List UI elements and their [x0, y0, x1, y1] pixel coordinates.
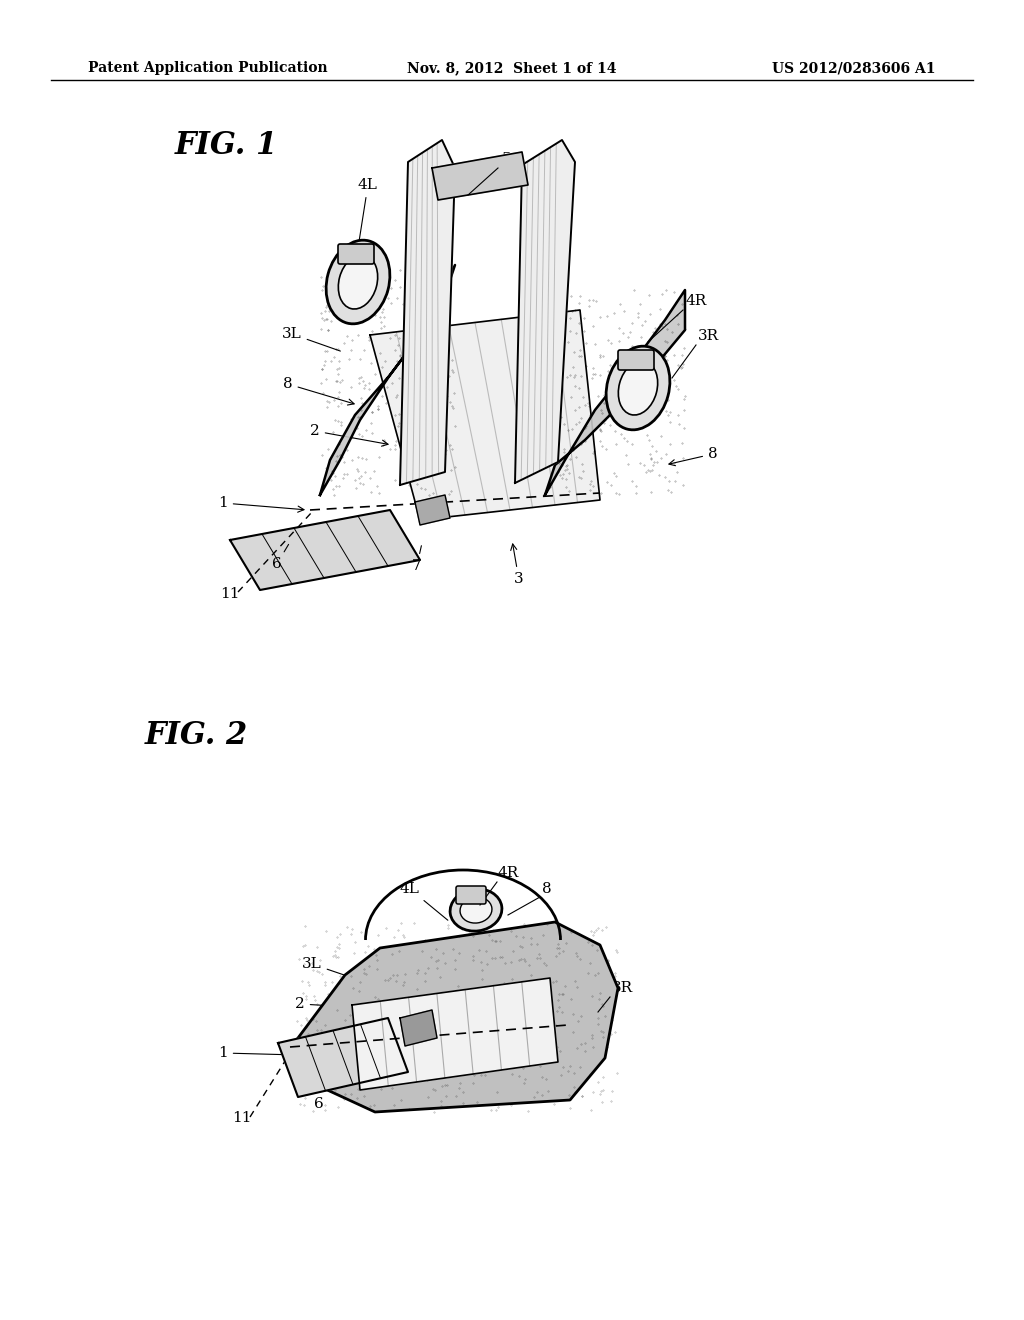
Polygon shape	[515, 140, 575, 483]
Text: US 2012/0283606 A1: US 2012/0283606 A1	[772, 61, 936, 75]
Text: 3R: 3R	[698, 329, 719, 343]
Ellipse shape	[451, 888, 502, 931]
Text: 3L: 3L	[302, 957, 350, 977]
Polygon shape	[278, 1018, 408, 1097]
Text: 3: 3	[508, 1067, 521, 1105]
Ellipse shape	[338, 255, 378, 309]
Text: FIG. 2: FIG. 2	[145, 719, 248, 751]
Text: 7: 7	[388, 1073, 397, 1115]
Text: 6: 6	[272, 544, 289, 572]
Text: 2: 2	[310, 424, 388, 446]
Polygon shape	[432, 152, 528, 201]
Text: 8: 8	[283, 378, 354, 405]
Text: 11: 11	[232, 1111, 252, 1125]
Text: Patent Application Publication: Patent Application Publication	[88, 61, 328, 75]
FancyBboxPatch shape	[618, 350, 654, 370]
Polygon shape	[295, 921, 618, 1111]
Text: 5: 5	[502, 152, 512, 166]
Text: 1: 1	[218, 1045, 294, 1060]
Text: 1: 1	[218, 496, 304, 512]
Text: 3L: 3L	[282, 327, 340, 351]
Polygon shape	[352, 978, 558, 1090]
Text: 4R: 4R	[685, 294, 707, 308]
Polygon shape	[319, 265, 455, 495]
Text: 3R: 3R	[612, 981, 633, 995]
FancyBboxPatch shape	[456, 886, 486, 904]
Ellipse shape	[460, 896, 492, 923]
Ellipse shape	[326, 240, 390, 323]
Polygon shape	[545, 290, 685, 495]
Ellipse shape	[618, 360, 657, 414]
Text: 6: 6	[314, 1077, 324, 1111]
Text: FIG. 1: FIG. 1	[175, 129, 279, 161]
Text: 4L: 4L	[400, 882, 447, 920]
Polygon shape	[400, 1010, 437, 1045]
Text: 3: 3	[511, 544, 523, 586]
Text: 8: 8	[669, 447, 718, 466]
Text: 11: 11	[220, 587, 240, 601]
Polygon shape	[400, 140, 455, 484]
Text: 5: 5	[328, 1030, 382, 1043]
Text: 8: 8	[542, 882, 552, 896]
FancyBboxPatch shape	[338, 244, 374, 264]
Ellipse shape	[606, 346, 670, 430]
Text: 7: 7	[412, 545, 422, 573]
Text: Nov. 8, 2012  Sheet 1 of 14: Nov. 8, 2012 Sheet 1 of 14	[408, 61, 616, 75]
Polygon shape	[230, 510, 420, 590]
Polygon shape	[370, 310, 600, 520]
Text: 2: 2	[295, 997, 366, 1011]
Text: 4R: 4R	[498, 866, 519, 880]
Polygon shape	[415, 495, 450, 525]
Text: 4L: 4L	[358, 178, 378, 246]
